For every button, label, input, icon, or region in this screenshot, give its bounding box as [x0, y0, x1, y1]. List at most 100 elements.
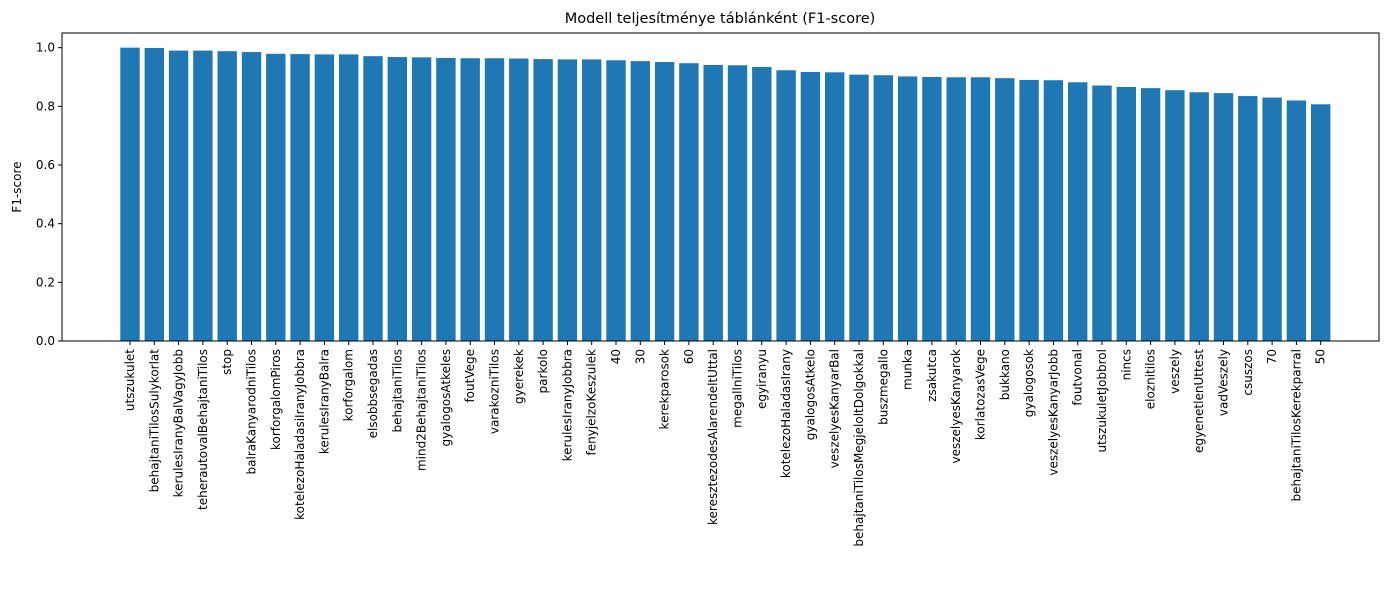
bar-korlatozasVege [970, 77, 991, 341]
x-tick-label: stop [220, 349, 234, 375]
x-tick-label: gyalogosAtkelo [803, 349, 817, 440]
bar-utszukulet [120, 47, 140, 342]
x-tick-label: kerekparosok [658, 349, 672, 429]
x-tick-label: 70 [1265, 349, 1279, 364]
bar-zsakutca [922, 77, 942, 341]
bar-elsobbsegadas [363, 56, 383, 342]
x-tick-label: parkolo [536, 349, 550, 393]
axes-frame [61, 32, 1380, 342]
x-tick-label: veszelyesKanyarBal [828, 349, 842, 468]
x-tick-label: gyerekek [512, 349, 526, 404]
x-tick-label: buszmegallo [876, 349, 890, 425]
y-tick-label: 1.0 [36, 41, 55, 55]
y-tick-label: 0.0 [36, 334, 55, 348]
bar-veszelyesKanyarok [946, 77, 966, 341]
x-tick-label: 30 [633, 349, 647, 364]
chart-title: Modell teljesítménye táblánként (F1-scor… [565, 11, 876, 27]
bar-balraKanyarodniTilos [241, 52, 262, 341]
bar-behajtaniTilosMegjeloltDolgokkal [849, 74, 869, 342]
x-tick-label: behajtaniTilosMegjeloltDolgokkal [852, 349, 866, 547]
x-tick-label: vadVeszely [1217, 349, 1231, 416]
bar-veszelyesKanyarBal [825, 72, 845, 341]
bar-40 [606, 60, 626, 341]
x-tick-label: korforgalomPiros [269, 349, 283, 450]
bar-behajtaniTilosSulykorlat [144, 47, 164, 342]
x-tick-label: veszely [1168, 349, 1182, 394]
bar-kerulesIranyBalVagyJobb [168, 50, 189, 341]
x-tick-label: gyalogosok [1022, 349, 1036, 417]
x-tick-label: keresztezodesAlarendeltUttal [706, 349, 720, 525]
bar-munka [897, 76, 918, 341]
x-tick-label: korlatozasVege [974, 349, 988, 440]
bar-30 [630, 61, 650, 341]
bar-kotelezoHaladasiIranyJobbra [290, 54, 310, 342]
x-tick-label: mind2BehajtaniTilos [415, 349, 429, 471]
x-tick-label: kerulesIranyJobbra [560, 349, 574, 461]
bar-megallniTilos [727, 65, 748, 342]
bar-kerulesIranyBalra [314, 54, 335, 341]
bar-gyerekek [509, 58, 529, 342]
bar-kerekparosok [654, 62, 675, 341]
bar-vadVeszely [1213, 93, 1234, 341]
bar-gyalogosAtkeles [436, 57, 456, 342]
bar-egyiranyu [752, 67, 772, 341]
bar-50 [1311, 104, 1331, 341]
bar-behajtaniTilosKerekparral [1286, 100, 1307, 341]
bar-parkolo [533, 59, 553, 342]
bar-keresztezodesAlarendeltUttal [703, 64, 723, 341]
bar-veszelyesKanyarJobb [1043, 80, 1064, 341]
x-tick-label: 50 [1314, 349, 1328, 364]
y-axis-label: F1-score [10, 161, 24, 212]
x-tick-label: csuszos [1241, 349, 1255, 396]
x-tick-label: kotelezoHaladasIrany [779, 349, 793, 478]
bar-varakozniTilos [484, 58, 505, 341]
y-axis: 0.0 0.2 0.4 0.6 0.8 1.0 [36, 41, 62, 348]
x-tick-label: teherautovalBehajtaniTilos [196, 349, 210, 510]
x-tick-label: zsakutca [925, 349, 939, 402]
x-tick-label: veszelyesKanyarJobb [1046, 349, 1060, 476]
x-tick-label: eloznitilos [1144, 349, 1158, 409]
x-tick-label: gyalogosAtkeles [439, 349, 453, 447]
bar-60 [679, 63, 699, 342]
bar-eloznitilos [1140, 88, 1161, 342]
bar-teherautovalBehajtaniTilos [193, 50, 213, 341]
x-tick-label: bukkano [998, 349, 1012, 400]
x-tick-label: kerulesIranyBalra [317, 349, 331, 454]
x-tick-label: behajtaniTilosSulykorlat [147, 349, 161, 493]
x-tick-label: utszukulet [123, 349, 137, 411]
x-tick-label: korforgalom [342, 349, 356, 421]
y-tick-label: 0.8 [36, 99, 55, 113]
bar-kotelezoHaladasIrany [776, 70, 796, 341]
x-tick-label: elsobbsegadas [366, 349, 380, 438]
x-tick-label: egyenetlenUttest [1192, 349, 1206, 453]
x-tick-label: kotelezoHaladasiIranyJobbra [293, 349, 307, 520]
bar-foutvonal [1068, 82, 1088, 341]
bar-behajtaniTilos [387, 57, 407, 342]
x-tick-label: veszelyesKanyarok [949, 349, 963, 464]
plot-area [120, 47, 1331, 342]
bar-nincs [1116, 86, 1136, 341]
x-tick-label: utszukuletJobbrol [1095, 349, 1109, 453]
bar-70 [1262, 97, 1282, 341]
bar-fenyjelzoKeszulek [582, 59, 602, 342]
x-tick-label: balraKanyarodniTilos [245, 349, 259, 474]
x-tick-label: nincs [1119, 349, 1133, 380]
bar-foutVege [460, 58, 480, 341]
bar-csuszos [1238, 96, 1258, 341]
x-tick-label: foutvonal [1071, 349, 1085, 406]
x-tick-label: kerulesIranyBalVagyJobb [172, 349, 186, 497]
bar-kerulesIranyJobbra [557, 59, 578, 342]
x-tick-label: foutVege [463, 349, 477, 403]
y-tick-label: 0.6 [36, 158, 55, 172]
bar-buszmegallo [873, 75, 893, 342]
bar-bukkano [995, 78, 1015, 342]
x-tick-label: behajtaniTilos [390, 349, 404, 433]
x-tick-label: 40 [609, 349, 623, 364]
x-tick-label: varakozniTilos [488, 349, 502, 434]
bar-gyalogosok [1019, 79, 1039, 342]
bar-utszukuletJobbrol [1092, 85, 1112, 341]
bar-egyenetlenUttest [1189, 92, 1209, 341]
x-axis: utszukulet behajtaniTilosSulykorlat kerule… [123, 341, 1328, 547]
